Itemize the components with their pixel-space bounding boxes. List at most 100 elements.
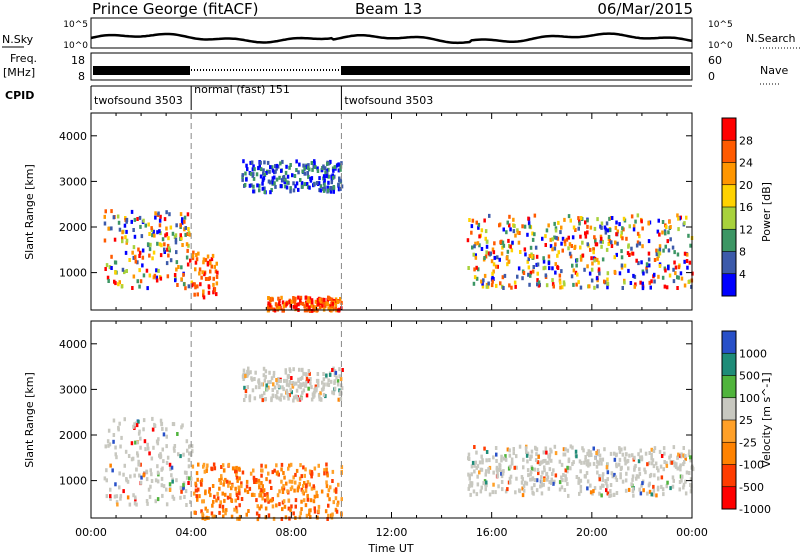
- power-cell: [477, 222, 481, 227]
- velocity-cell: [275, 395, 279, 400]
- power-cell: [664, 268, 667, 273]
- velocity-cell: [610, 471, 614, 476]
- power-cell: [603, 225, 607, 230]
- velocity-cell: [150, 472, 153, 477]
- power-cell: [680, 276, 684, 281]
- velocity-cell: [627, 466, 630, 471]
- power-cell: [322, 174, 326, 179]
- velocity-cell: [688, 449, 691, 454]
- power-cell: [252, 164, 255, 169]
- power-cell: [554, 242, 557, 247]
- velocity-cell: [105, 494, 109, 499]
- velocity-cell: [332, 500, 335, 505]
- power-cell: [336, 300, 340, 304]
- y-tick-label: 3000: [59, 383, 87, 396]
- velocity-cell: [671, 484, 675, 489]
- power-cell: [475, 220, 478, 225]
- power-cell: [114, 270, 117, 275]
- velocity-cell: [149, 468, 152, 473]
- power-cell: [337, 187, 341, 192]
- velocity-cell: [317, 504, 321, 509]
- velocity-cell: [547, 486, 551, 491]
- velocity-cell: [127, 454, 131, 458]
- power-cell: [113, 260, 117, 265]
- velocity-cell: [304, 488, 308, 493]
- velocity-cell: [309, 515, 312, 519]
- power-cell: [490, 283, 494, 288]
- velocity-cell: [165, 487, 168, 492]
- velocity-cell: [209, 493, 212, 498]
- power-cell: [305, 182, 309, 186]
- velocity-cell: [577, 476, 580, 481]
- colorbar-swatch: [722, 353, 736, 376]
- velocity-cell: [252, 468, 255, 473]
- power-cell: [267, 179, 271, 184]
- power-cell: [181, 217, 184, 222]
- velocity-cell: [260, 488, 263, 493]
- velocity-cell: [266, 492, 269, 497]
- power-cell: [561, 236, 565, 241]
- power-cell: [661, 220, 665, 224]
- velocity-cell: [249, 471, 253, 476]
- power-cell: [331, 166, 335, 171]
- power-cell: [613, 269, 617, 274]
- velocity-cell: [171, 479, 174, 484]
- velocity-cell: [630, 482, 633, 487]
- velocity-cell: [562, 447, 566, 452]
- velocity-cell: [638, 455, 642, 460]
- y-tick-label: 4000: [59, 130, 87, 143]
- power-cell: [259, 174, 263, 179]
- velocity-cell: [317, 472, 321, 477]
- power-cell: [556, 253, 559, 258]
- velocity-cell: [651, 458, 655, 463]
- date-title: 06/Mar/2015: [597, 0, 693, 18]
- power-cell: [275, 163, 279, 168]
- velocity-cell: [269, 498, 273, 503]
- velocity-cell: [191, 464, 195, 469]
- velocity-cell: [227, 483, 230, 488]
- power-cell: [586, 224, 589, 229]
- velocity-cell: [204, 506, 207, 511]
- power-cell: [306, 185, 310, 190]
- power-cell: [482, 278, 485, 283]
- velocity-cell: [238, 503, 241, 508]
- power-cell: [636, 231, 640, 236]
- power-cell: [637, 261, 640, 266]
- velocity-cell: [218, 504, 222, 509]
- velocity-cell: [304, 467, 307, 472]
- velocity-cell: [515, 476, 518, 481]
- velocity-cell: [126, 495, 130, 500]
- power-cell: [185, 255, 189, 260]
- power-cell: [163, 250, 166, 254]
- power-cell: [275, 305, 279, 310]
- power-cell: [174, 240, 178, 245]
- power-cell: [310, 176, 314, 181]
- velocity-cell: [224, 511, 227, 516]
- power-cell: [128, 258, 131, 262]
- velocity-cell: [191, 449, 194, 454]
- power-cell: [139, 279, 143, 284]
- velocity-cell: [515, 465, 518, 470]
- velocity-cell: [586, 451, 589, 456]
- velocity-cell: [212, 462, 216, 467]
- velocity-cell: [308, 482, 311, 487]
- power-cell: [177, 265, 180, 269]
- cpid-segment-label: twofsound 3503: [94, 94, 183, 107]
- velocity-cell: [525, 453, 529, 458]
- power-cell: [132, 245, 136, 250]
- velocity-cell: [161, 447, 164, 452]
- velocity-cell: [329, 379, 333, 384]
- velocity-cell: [221, 463, 225, 468]
- velocity-cell: [257, 378, 261, 383]
- velocity-cell: [579, 484, 583, 489]
- power-cell: [533, 232, 536, 237]
- power-cell: [121, 230, 124, 235]
- power-cell: [194, 260, 198, 265]
- velocity-cell: [491, 490, 494, 495]
- power-cell: [613, 255, 616, 260]
- velocity-cell: [314, 384, 318, 389]
- velocity-cell: [637, 459, 641, 464]
- power-cell: [274, 164, 277, 169]
- colorbar-swatch: [722, 251, 736, 275]
- power-cell: [267, 296, 270, 300]
